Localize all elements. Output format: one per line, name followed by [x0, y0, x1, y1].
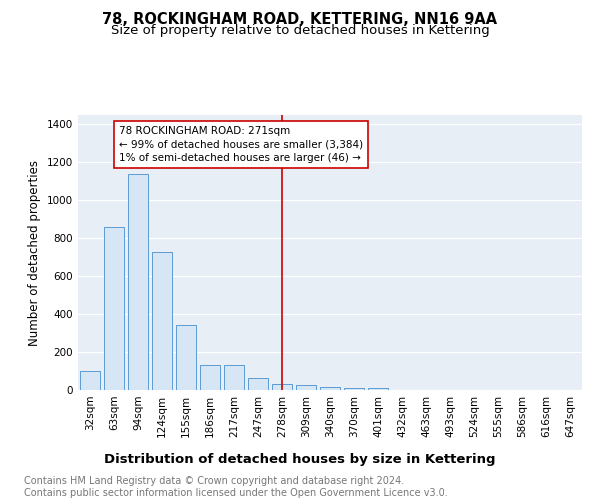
Bar	[128, 174, 148, 390]
Bar	[296, 386, 316, 390]
Bar	[224, 366, 244, 390]
Bar	[80, 371, 100, 390]
Bar	[200, 366, 220, 390]
Text: Distribution of detached houses by size in Kettering: Distribution of detached houses by size …	[104, 452, 496, 466]
Text: Contains HM Land Registry data © Crown copyright and database right 2024.
Contai: Contains HM Land Registry data © Crown c…	[24, 476, 448, 498]
Bar	[152, 252, 172, 390]
Bar	[272, 384, 292, 390]
Text: 78 ROCKINGHAM ROAD: 271sqm
← 99% of detached houses are smaller (3,384)
1% of se: 78 ROCKINGHAM ROAD: 271sqm ← 99% of deta…	[119, 126, 363, 163]
Bar	[368, 388, 388, 390]
Bar	[320, 387, 340, 390]
Text: 78, ROCKINGHAM ROAD, KETTERING, NN16 9AA: 78, ROCKINGHAM ROAD, KETTERING, NN16 9AA	[103, 12, 497, 28]
Bar	[344, 388, 364, 390]
Y-axis label: Number of detached properties: Number of detached properties	[28, 160, 41, 346]
Bar	[104, 227, 124, 390]
Bar	[176, 324, 196, 390]
Text: Size of property relative to detached houses in Kettering: Size of property relative to detached ho…	[110, 24, 490, 37]
Bar	[248, 378, 268, 390]
